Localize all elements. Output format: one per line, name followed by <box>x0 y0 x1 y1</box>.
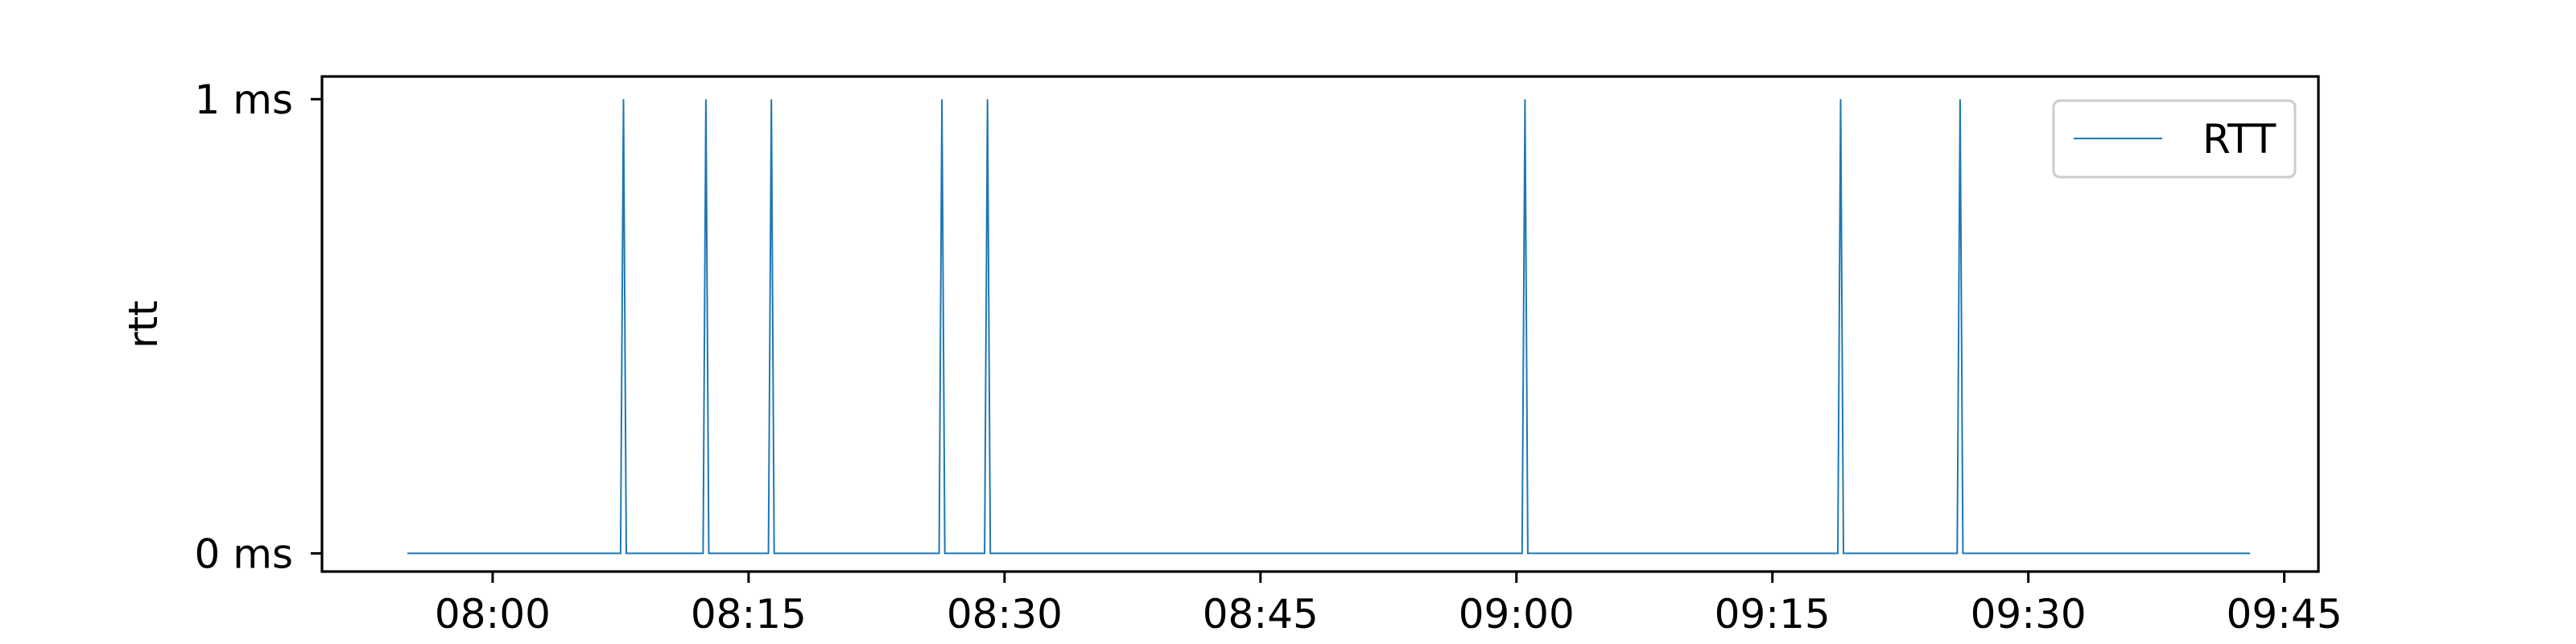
x-tick-label: 08:45 <box>1203 591 1319 638</box>
legend-frame <box>2052 99 2297 179</box>
x-tick-label: 09:00 <box>1459 591 1575 638</box>
x-tick-label: 08:00 <box>435 591 551 638</box>
plot-area <box>322 76 2318 572</box>
y-tick-label: 0 ms <box>195 530 293 577</box>
series-layer <box>407 99 2251 555</box>
x-tick-label: 09:30 <box>1971 591 2087 638</box>
series-line-0 <box>407 99 2251 555</box>
legend: RTT <box>2052 99 2297 179</box>
y-axis: 0 ms 1 ms <box>195 76 322 577</box>
plot-frame <box>320 75 2320 573</box>
x-axis: 08:00 08:15 08:30 08:45 09:00 09:15 09:30 09:45 <box>435 572 2343 638</box>
legend-label: RTT <box>2202 116 2277 163</box>
y-tick-label: 1 ms <box>195 76 293 123</box>
x-tick-label: 08:15 <box>691 591 807 638</box>
x-tick-label: 09:45 <box>2227 591 2343 638</box>
x-tick-label: 08:30 <box>947 591 1063 638</box>
x-tick-label: 09:15 <box>1715 591 1831 638</box>
y-axis-label: rtt <box>120 300 167 349</box>
